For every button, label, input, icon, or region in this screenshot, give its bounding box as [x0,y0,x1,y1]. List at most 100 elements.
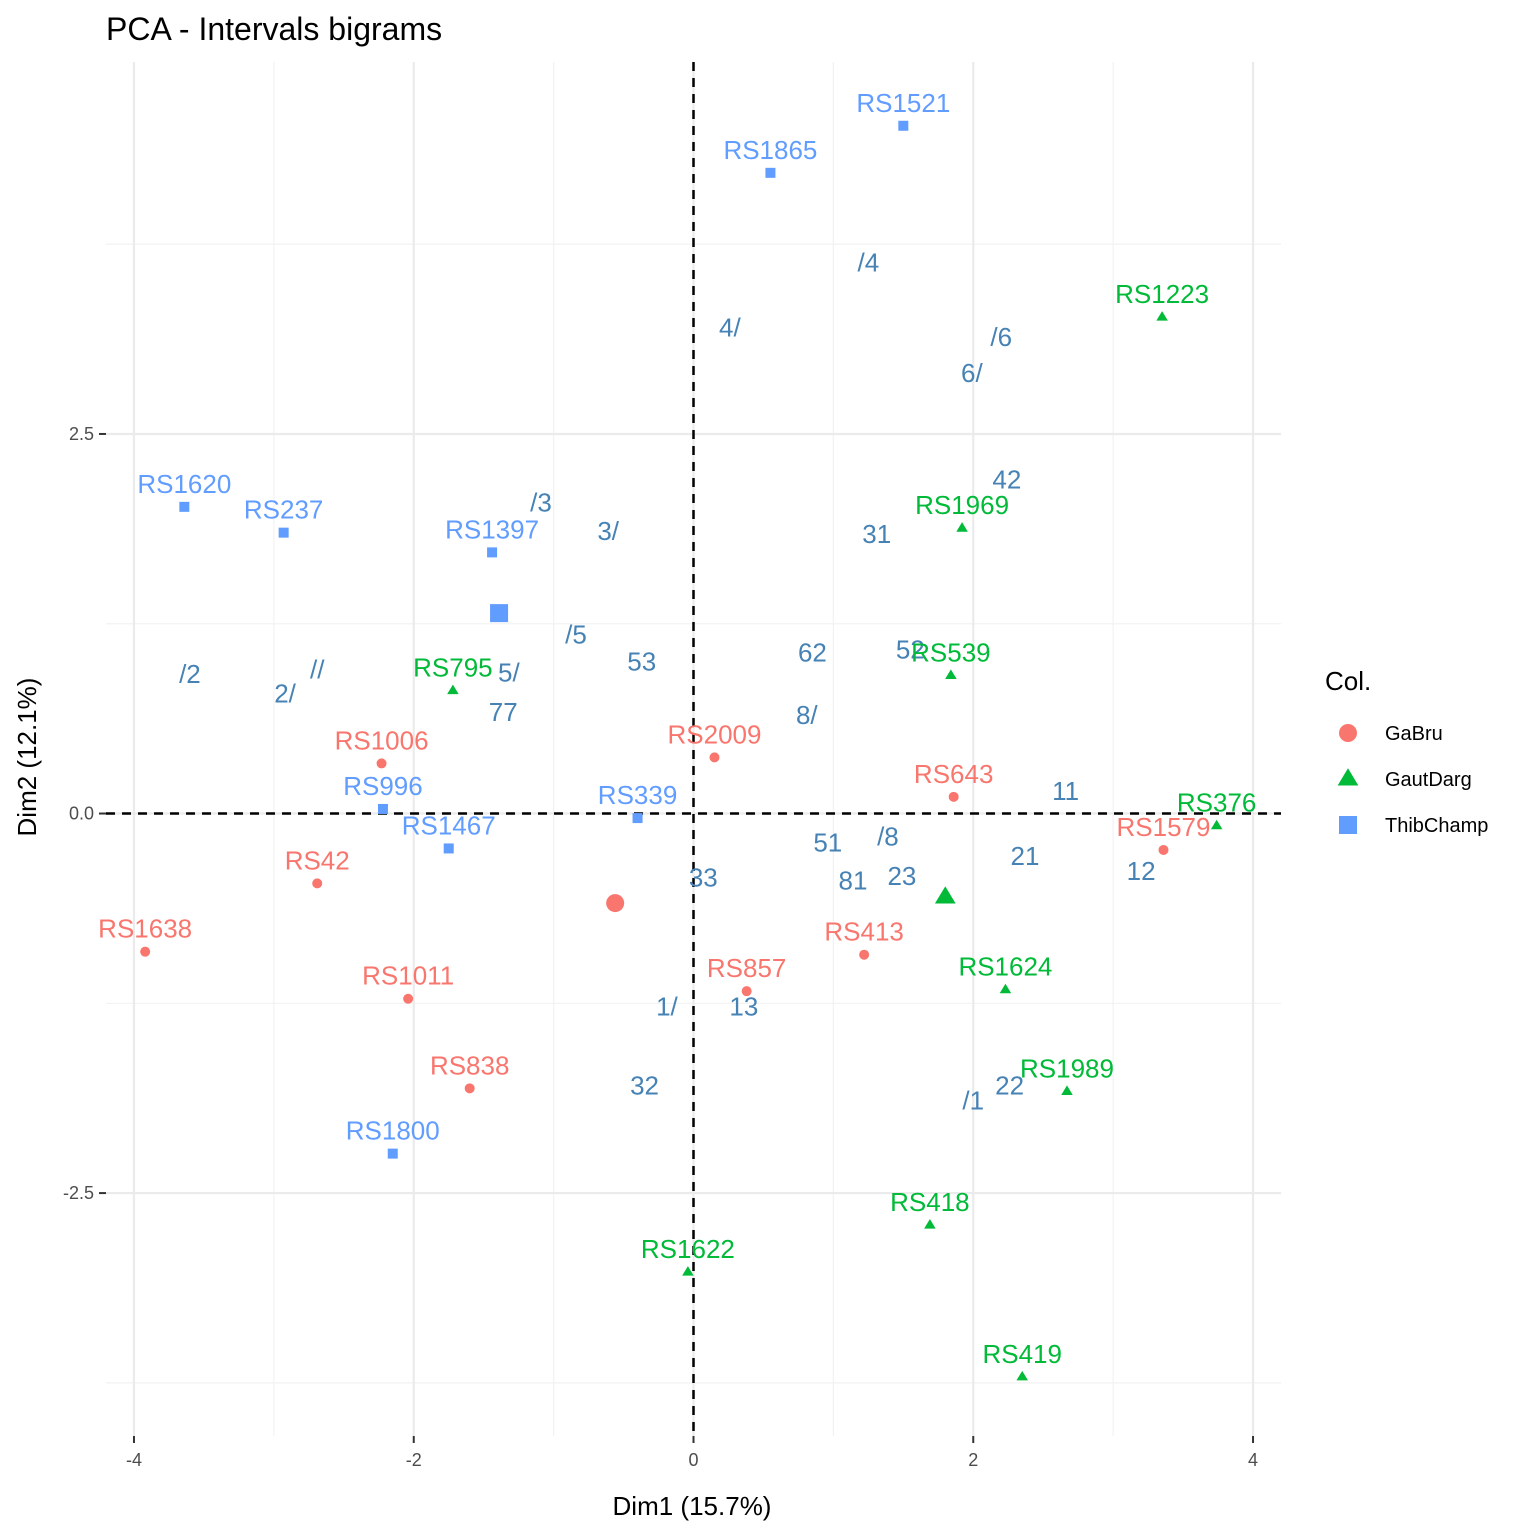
variable-label: 53 [627,647,656,677]
point-label: RS1624 [958,952,1052,982]
variable-label: 23 [887,861,916,891]
legend-entries: GaBru GautDarg ThibChamp [1337,723,1488,837]
variable-label: /1 [962,1085,984,1115]
y-axis: -2.5 0.0 2.5 [63,424,106,1203]
variable-label: 3/ [597,516,619,546]
variable-label: /4 [858,247,880,277]
point-rs376 [1210,819,1223,830]
point-label: RS643 [914,759,994,789]
variable-label: 62 [798,638,827,668]
chart-title: PCA - Intervals bigrams [106,11,442,47]
x-tick-label: -2 [406,1450,422,1470]
x-tick-label: 2 [968,1450,978,1470]
point-rs857 [741,986,752,997]
variable-label: 81 [839,865,868,895]
point-rs1620 [179,501,190,512]
variable-label: 33 [689,862,718,892]
reference-lines [106,62,1281,1436]
point-label: RS237 [244,495,324,525]
point-rs419 [1016,1370,1028,1381]
point-label: RS996 [343,771,423,801]
variable-label: 21 [1011,841,1040,871]
point-label: RS339 [598,780,678,810]
point-label: RS1800 [346,1116,440,1146]
point-rs339 [632,813,643,824]
point-label: RS376 [1177,788,1257,818]
variable-label: 5/ [498,657,520,687]
x-axis: -4 -2 0 2 4 [126,1436,1258,1470]
variable-label: 42 [992,465,1021,495]
variable-label: 11 [1052,776,1079,806]
variable-label: /2 [179,659,201,689]
point-label: RS1467 [402,810,496,840]
point-label: RS1969 [915,490,1009,520]
variable-label: 77 [489,697,518,727]
point-rs1622 [682,1266,694,1276]
point-label: RS1006 [335,725,429,755]
variable-label: 12 [1127,856,1156,886]
point-label: RS42 [285,845,350,875]
point-rs1865 [765,167,776,178]
point-label: RS1011 [362,961,454,991]
point-label: RS1989 [1020,1053,1114,1083]
y-tick-label: 2.5 [69,424,94,444]
legend-key-thibchamp [1339,816,1357,834]
variable-label: 32 [630,1070,659,1100]
point-label: RS1223 [1115,279,1209,309]
point-rs1579 [1158,844,1169,855]
point-label: RS838 [430,1050,510,1080]
centroid-gautdarg [934,886,956,904]
point-rs1638 [140,946,151,957]
variable-label: 4/ [719,313,741,343]
point-rs1011 [403,993,414,1004]
point-rs42 [312,878,323,889]
point-label: RS1622 [641,1234,735,1264]
point-label: RS1579 [1117,812,1211,842]
point-rs643 [948,791,959,802]
legend-label: GaBru [1385,723,1443,745]
variable-label: 1/ [656,991,678,1021]
point-label: RS1397 [445,514,539,544]
variable-label: 31 [862,519,891,549]
variable-label: 2/ [274,679,296,709]
x-tick-label: -4 [126,1450,142,1470]
variable-labels: /4 4/ /66/42/3 3/31/5 53 62 52/2 2/ // 5/77 8/11 51… [179,247,1155,1115]
point-rs795 [447,684,459,695]
point-rs418 [924,1219,936,1229]
point-rs1989 [1061,1085,1073,1095]
point-label: RS418 [890,1187,970,1217]
point-rs1624 [999,983,1012,994]
point-label: RS419 [982,1339,1062,1369]
point-rs1800 [387,1148,398,1159]
point-rs413 [859,949,870,960]
point-rs838 [464,1083,475,1094]
y-tick-label: 0.0 [69,804,94,824]
point-rs1467 [443,843,454,854]
legend-label: ThibChamp [1385,815,1488,837]
point-label: RS2009 [667,719,761,749]
variable-label: /8 [877,821,899,851]
variable-label: 51 [813,827,842,857]
point-label: RS857 [707,953,787,983]
point-label: RS1620 [137,469,231,499]
x-tick-label: 4 [1248,1450,1258,1470]
legend: Col. GaBru GautDarg ThibChamp [1325,666,1488,837]
variable-label: /6 [990,322,1012,352]
point-label: RS539 [911,637,991,667]
point-label: RS413 [824,917,904,947]
x-axis-title: Dim1 (15.7%) [613,1491,772,1521]
point-rs1969 [956,522,968,532]
point-rs539 [945,669,957,679]
variable-label: 13 [729,991,758,1021]
variable-label: 52 [896,635,925,665]
variable-label: // [310,654,325,684]
point-rs237 [278,527,289,538]
point-label: RS1865 [723,135,817,165]
plot-panel: /4 4/ /66/42/3 3/31/5 53 62 52/2 2/ // 5/77 8/11 51… [98,62,1281,1436]
centroid-thibchamp [490,604,509,623]
point-rs1521 [898,120,909,131]
variable-label: /5 [565,619,587,649]
variable-label: /3 [530,487,552,517]
legend-title: Col. [1325,666,1371,696]
